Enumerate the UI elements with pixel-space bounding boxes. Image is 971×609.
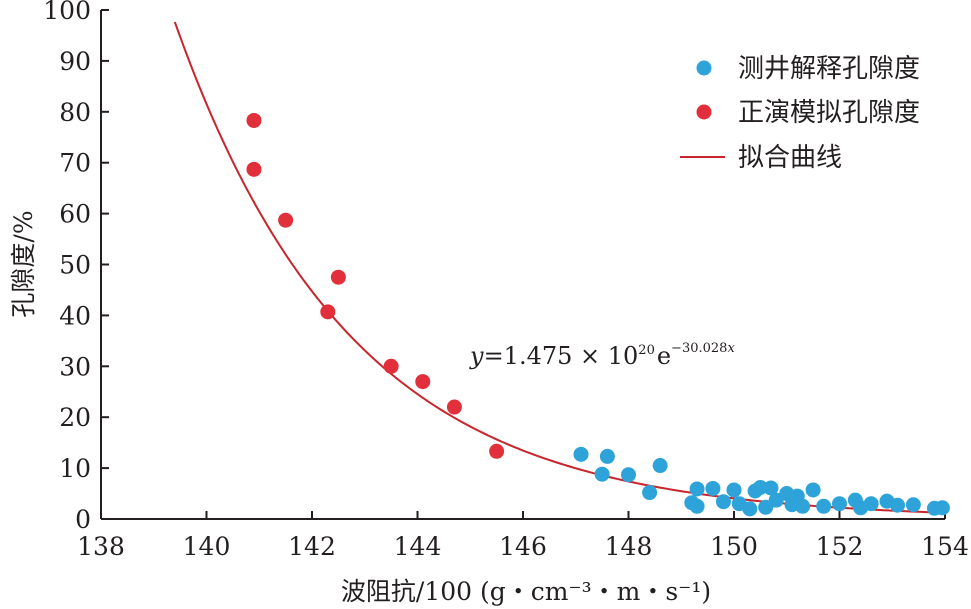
x-axis-title: 波阻抗/100 (g・cm⁻³・m・s⁻¹) bbox=[341, 577, 711, 606]
logging-point bbox=[905, 497, 921, 513]
x-tick-label: 152 bbox=[816, 532, 864, 561]
x-tick-label: 140 bbox=[183, 532, 231, 561]
y-tick-label: 60 bbox=[59, 200, 91, 229]
logging-point bbox=[715, 494, 731, 510]
logging-point bbox=[763, 480, 779, 496]
y-tick-label: 0 bbox=[75, 505, 91, 534]
x-tick-label: 154 bbox=[921, 532, 969, 561]
x-tick-label: 148 bbox=[605, 532, 653, 561]
logging-point bbox=[752, 479, 768, 495]
y-tick-label: 80 bbox=[59, 98, 91, 127]
logging-point bbox=[805, 482, 821, 498]
legend-label-forward: 正演模拟孔隙度 bbox=[738, 98, 920, 128]
y-tick-label: 70 bbox=[59, 149, 91, 178]
logging-point bbox=[890, 497, 906, 513]
logging-point bbox=[758, 499, 774, 515]
logging-point bbox=[934, 500, 950, 516]
logging-point bbox=[863, 496, 879, 512]
logging-point bbox=[795, 498, 811, 514]
fit-curve-layer bbox=[173, 21, 946, 514]
forward-point bbox=[383, 358, 399, 374]
logging-point bbox=[726, 482, 742, 498]
logging-point bbox=[742, 501, 758, 517]
x-tick-label: 146 bbox=[499, 532, 547, 561]
logging-point bbox=[705, 480, 721, 496]
y-tick-label: 10 bbox=[59, 454, 91, 483]
equation-exp-e: −30.028 bbox=[671, 341, 727, 356]
forward-point bbox=[278, 212, 294, 228]
logging-point bbox=[621, 467, 636, 483]
logging-point bbox=[689, 498, 705, 514]
forward-point bbox=[446, 399, 462, 415]
logging-point bbox=[642, 485, 658, 501]
legend-label-fit: 拟合曲线 bbox=[738, 143, 842, 173]
logging-point bbox=[832, 496, 847, 512]
y-tick-label: 50 bbox=[59, 251, 91, 280]
forward-point bbox=[320, 304, 336, 320]
logging-point bbox=[652, 458, 668, 474]
axes: 0 10 20 30 40 50 60 70 80 90 100 138 140 142 144 146 148… bbox=[43, 0, 969, 561]
legend-marker-logging bbox=[696, 60, 712, 76]
equation-exp-var: x bbox=[727, 341, 735, 356]
fit-curve bbox=[173, 21, 946, 514]
equation-y-var: y bbox=[469, 342, 484, 370]
y-axis-title: 孔隙度/% bbox=[9, 210, 38, 317]
x-tick-label: 142 bbox=[288, 532, 336, 561]
points-layer bbox=[246, 112, 950, 517]
y-tick-label: 40 bbox=[59, 301, 91, 330]
x-tick-label: 150 bbox=[710, 532, 758, 561]
legend-label-logging: 测井解释孔隙度 bbox=[738, 54, 920, 84]
x-tick-label: 138 bbox=[77, 532, 125, 561]
forward-point bbox=[415, 374, 431, 390]
forward-point bbox=[246, 112, 262, 128]
y-tick-label: 90 bbox=[59, 47, 91, 76]
legend-marker-forward bbox=[696, 104, 712, 120]
forward-point bbox=[330, 269, 346, 285]
logging-point bbox=[599, 448, 615, 464]
y-tick-label: 100 bbox=[43, 0, 91, 25]
forward-point bbox=[246, 161, 262, 177]
equation-body: =1.475 × 10 bbox=[484, 342, 639, 370]
logging-point bbox=[594, 466, 610, 482]
logging-point bbox=[573, 446, 589, 462]
logging-point bbox=[689, 481, 705, 497]
equation-exp10: 20 bbox=[638, 343, 655, 358]
logging-point bbox=[816, 498, 832, 514]
forward-point bbox=[489, 443, 505, 459]
equation-annotation: y=1.475 × 1020e−30.028x bbox=[469, 341, 735, 370]
y-tick-label: 30 bbox=[59, 352, 91, 381]
x-tick-label: 144 bbox=[394, 532, 442, 561]
equation-base: e bbox=[657, 342, 671, 370]
y-tick-label: 20 bbox=[59, 403, 91, 432]
legend: 测井解释孔隙度 正演模拟孔隙度 拟合曲线 bbox=[680, 54, 920, 173]
